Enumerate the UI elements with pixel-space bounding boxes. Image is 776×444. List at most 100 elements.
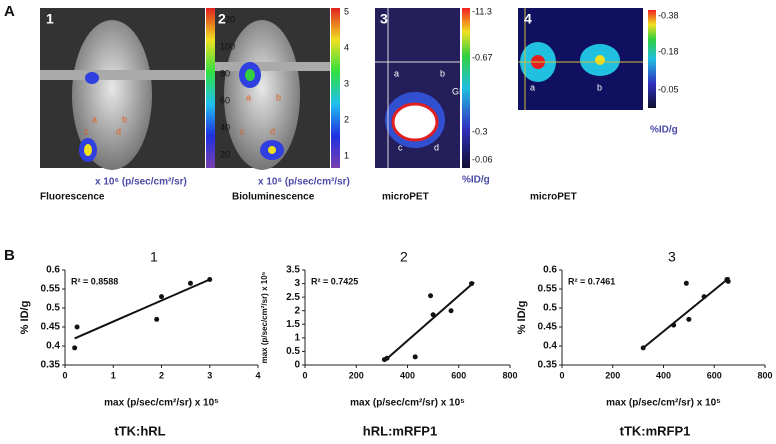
colorbar-unit: x 10⁶ (p/sec/cm²/sr) bbox=[95, 177, 187, 188]
region-marker: a bbox=[92, 114, 97, 124]
x-tick-label: 800 bbox=[757, 370, 772, 380]
annotation: R² = 0.7461 bbox=[568, 276, 615, 286]
y-tick-label: 0.6 bbox=[543, 265, 557, 276]
point bbox=[412, 354, 418, 360]
y-tick-label: 2 bbox=[294, 305, 300, 316]
y-tick-label: 0.4 bbox=[543, 341, 557, 352]
colorbar-label: -0.05 bbox=[658, 84, 679, 94]
point bbox=[384, 355, 390, 361]
x-tick-label: 600 bbox=[451, 370, 466, 380]
colorbar bbox=[206, 8, 215, 168]
panel-number: 2 bbox=[218, 11, 226, 27]
point bbox=[640, 345, 646, 351]
colorbar-label: 100 bbox=[220, 41, 235, 51]
y-tick-label: 0.35 bbox=[41, 360, 61, 371]
region-marker: b bbox=[276, 92, 281, 102]
x-tick-label: 4 bbox=[255, 370, 260, 380]
y-tick-label: 0.4 bbox=[46, 341, 60, 352]
y-tick-label: 0.55 bbox=[538, 284, 558, 295]
panel-label: Bioluminescence bbox=[232, 192, 315, 203]
y-tick-label: 0.5 bbox=[46, 303, 60, 314]
colorbar bbox=[331, 8, 340, 168]
point bbox=[686, 316, 692, 322]
panel-number: 3 bbox=[380, 11, 388, 27]
colorbar bbox=[462, 8, 470, 168]
section-label: A bbox=[4, 3, 15, 20]
region-marker: c bbox=[398, 142, 403, 152]
trendline bbox=[383, 281, 475, 362]
trendline bbox=[642, 276, 731, 349]
image-panel bbox=[40, 8, 205, 170]
chart-title: tTK:mRFP1 bbox=[620, 423, 691, 438]
point bbox=[683, 280, 689, 286]
colorbar-label: -0.18 bbox=[658, 46, 679, 56]
colorbar-label: 80 bbox=[220, 68, 230, 78]
region-marker: d bbox=[270, 126, 275, 136]
x-axis-label: max (p/sec/cm²/sr) x 10⁵ bbox=[350, 398, 465, 409]
colorbar-label: -0.38 bbox=[658, 10, 679, 20]
colorbar bbox=[648, 10, 656, 108]
y-axis-label: max (p/sec/cm²/sr) x 10⁵ bbox=[260, 271, 269, 363]
region-marker: d bbox=[434, 142, 439, 152]
point bbox=[159, 294, 164, 300]
chart-title: hRL:mRFP1 bbox=[363, 423, 437, 438]
image-panel bbox=[212, 8, 330, 170]
region-marker: GI bbox=[452, 86, 462, 96]
panel-label: microPET bbox=[382, 192, 429, 203]
colorbar-label: 3 bbox=[344, 78, 349, 88]
x-axis-label: max (p/sec/cm²/sr) x 10⁵ bbox=[606, 398, 721, 409]
x-tick-label: 3 bbox=[207, 370, 212, 380]
point bbox=[725, 278, 731, 284]
y-tick-label: 0.5 bbox=[543, 303, 557, 314]
annotation: R² = 0.7425 bbox=[311, 276, 358, 286]
region-marker: b bbox=[122, 114, 127, 124]
colorbar-label: -11.3 bbox=[472, 6, 492, 16]
panel-number: 1 bbox=[46, 11, 54, 27]
point bbox=[671, 322, 677, 328]
x-tick-label: 0 bbox=[302, 370, 307, 380]
colorbar-unit: %ID/g bbox=[462, 175, 490, 186]
point bbox=[469, 281, 475, 287]
colorbar-label: -0.67 bbox=[472, 52, 493, 62]
region-marker: b bbox=[440, 68, 445, 78]
y-tick-label: 3 bbox=[294, 278, 300, 289]
colorbar-label: 120 bbox=[220, 14, 235, 24]
section-label: B bbox=[4, 247, 15, 264]
y-tick-label: 1.5 bbox=[286, 319, 300, 330]
y-axis-label: % ID/g bbox=[19, 301, 31, 335]
colorbar-label: 2 bbox=[344, 114, 349, 124]
image-panel bbox=[375, 8, 460, 168]
chart-number: 1 bbox=[150, 249, 158, 265]
y-tick-label: 0 bbox=[294, 360, 300, 371]
x-tick-label: 400 bbox=[656, 370, 671, 380]
point bbox=[72, 345, 78, 351]
region-marker: a bbox=[394, 68, 399, 78]
point bbox=[428, 293, 434, 299]
panel-label: microPET bbox=[530, 192, 577, 203]
x-tick-label: 400 bbox=[400, 370, 415, 380]
x-tick-label: 0 bbox=[62, 370, 67, 380]
point bbox=[154, 316, 160, 322]
y-tick-label: 0.5 bbox=[286, 346, 300, 357]
trendline bbox=[74, 278, 211, 340]
region-marker: c bbox=[84, 126, 89, 136]
region-marker: b bbox=[597, 82, 602, 92]
point bbox=[448, 308, 454, 314]
panel-number: 4 bbox=[524, 11, 532, 27]
x-axis-label: max (p/sec/cm²/sr) x 10⁵ bbox=[104, 398, 219, 409]
chart-title: tTK:hRL bbox=[114, 423, 165, 438]
colorbar-label: 1 bbox=[344, 150, 349, 160]
y-tick-label: 1 bbox=[294, 332, 300, 343]
point bbox=[187, 280, 193, 286]
region-marker: a bbox=[530, 82, 535, 92]
colorbar-label: 4 bbox=[344, 42, 349, 52]
region-marker: d bbox=[116, 126, 121, 136]
x-tick-label: 600 bbox=[707, 370, 722, 380]
point bbox=[701, 294, 707, 300]
colorbar-label: 20 bbox=[220, 149, 230, 159]
image-panel bbox=[518, 8, 643, 110]
x-tick-label: 200 bbox=[349, 370, 364, 380]
y-tick-label: 2.5 bbox=[286, 292, 300, 303]
annotation: R² = 0.8588 bbox=[71, 276, 118, 286]
